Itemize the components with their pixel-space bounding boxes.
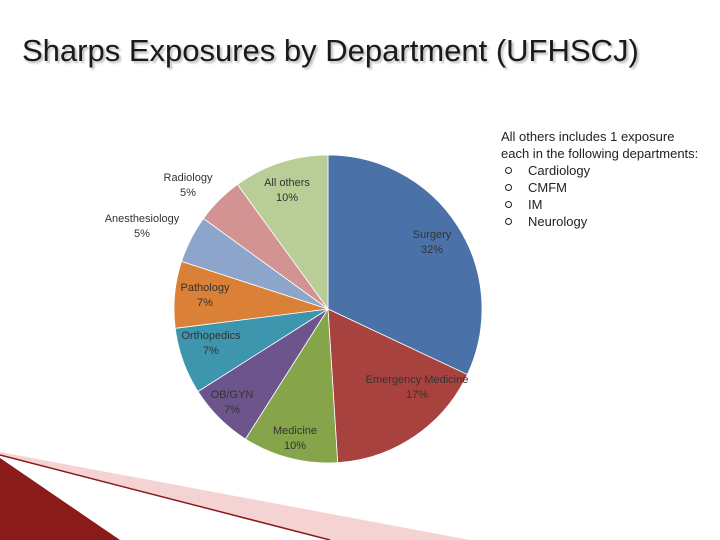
note-item: IM (501, 196, 706, 213)
note-text: All others includes 1 exposure each in t… (501, 129, 699, 161)
slice-value-label: 10% (284, 440, 306, 452)
slice-value-label: 10% (276, 192, 298, 204)
note: All others includes 1 exposure each in t… (501, 128, 706, 230)
slice-value-label: 7% (203, 345, 219, 357)
pie-slice (327, 308, 468, 464)
slice-value-label: 7% (224, 404, 240, 416)
pie-labels: Surgery 32% Emergency Medicine 17% Medicine 1… (105, 172, 469, 452)
bullet (505, 218, 512, 225)
decoration (0, 458, 120, 540)
pie-slice (236, 154, 329, 311)
pie (173, 154, 483, 464)
bullet (505, 167, 512, 174)
slide-title: Sharps Exposures by Department (UFHSCJ) (22, 33, 639, 68)
slice-label: Pathology (181, 282, 230, 294)
pie-slice (244, 307, 339, 464)
slice-label: All others (264, 177, 310, 189)
slice-value-label: 17% (406, 389, 428, 401)
note-item-text: IM (528, 197, 543, 212)
bullet (505, 184, 512, 191)
note-item-text: CMFM (528, 180, 567, 195)
slice-label: OB/GYN (211, 389, 254, 401)
note-item: Neurology (501, 213, 706, 230)
note-item: Cardiology (501, 162, 706, 179)
bullet (505, 201, 512, 208)
slice-label: Medicine (273, 425, 317, 437)
slice-value-label: 7% (197, 297, 213, 309)
slice-label: Surgery (413, 229, 452, 241)
slice-value-label: 5% (134, 228, 150, 240)
slice-label: Orthopedics (181, 330, 241, 342)
slice-value-label: 5% (180, 187, 196, 199)
note-item: CMFM (501, 179, 706, 196)
slice-label: Anesthesiology (105, 213, 180, 225)
slice-label: Radiology (164, 172, 213, 184)
slice-value-label: 32% (421, 244, 443, 256)
decoration (0, 454, 331, 540)
pie-slice (327, 154, 483, 376)
note-item-text: Neurology (528, 214, 588, 229)
slice-label: Emergency Medicine (366, 374, 469, 386)
note-list: Cardiology CMFM IM Neurology (501, 162, 706, 230)
note-item-text: Cardiology (528, 163, 591, 178)
